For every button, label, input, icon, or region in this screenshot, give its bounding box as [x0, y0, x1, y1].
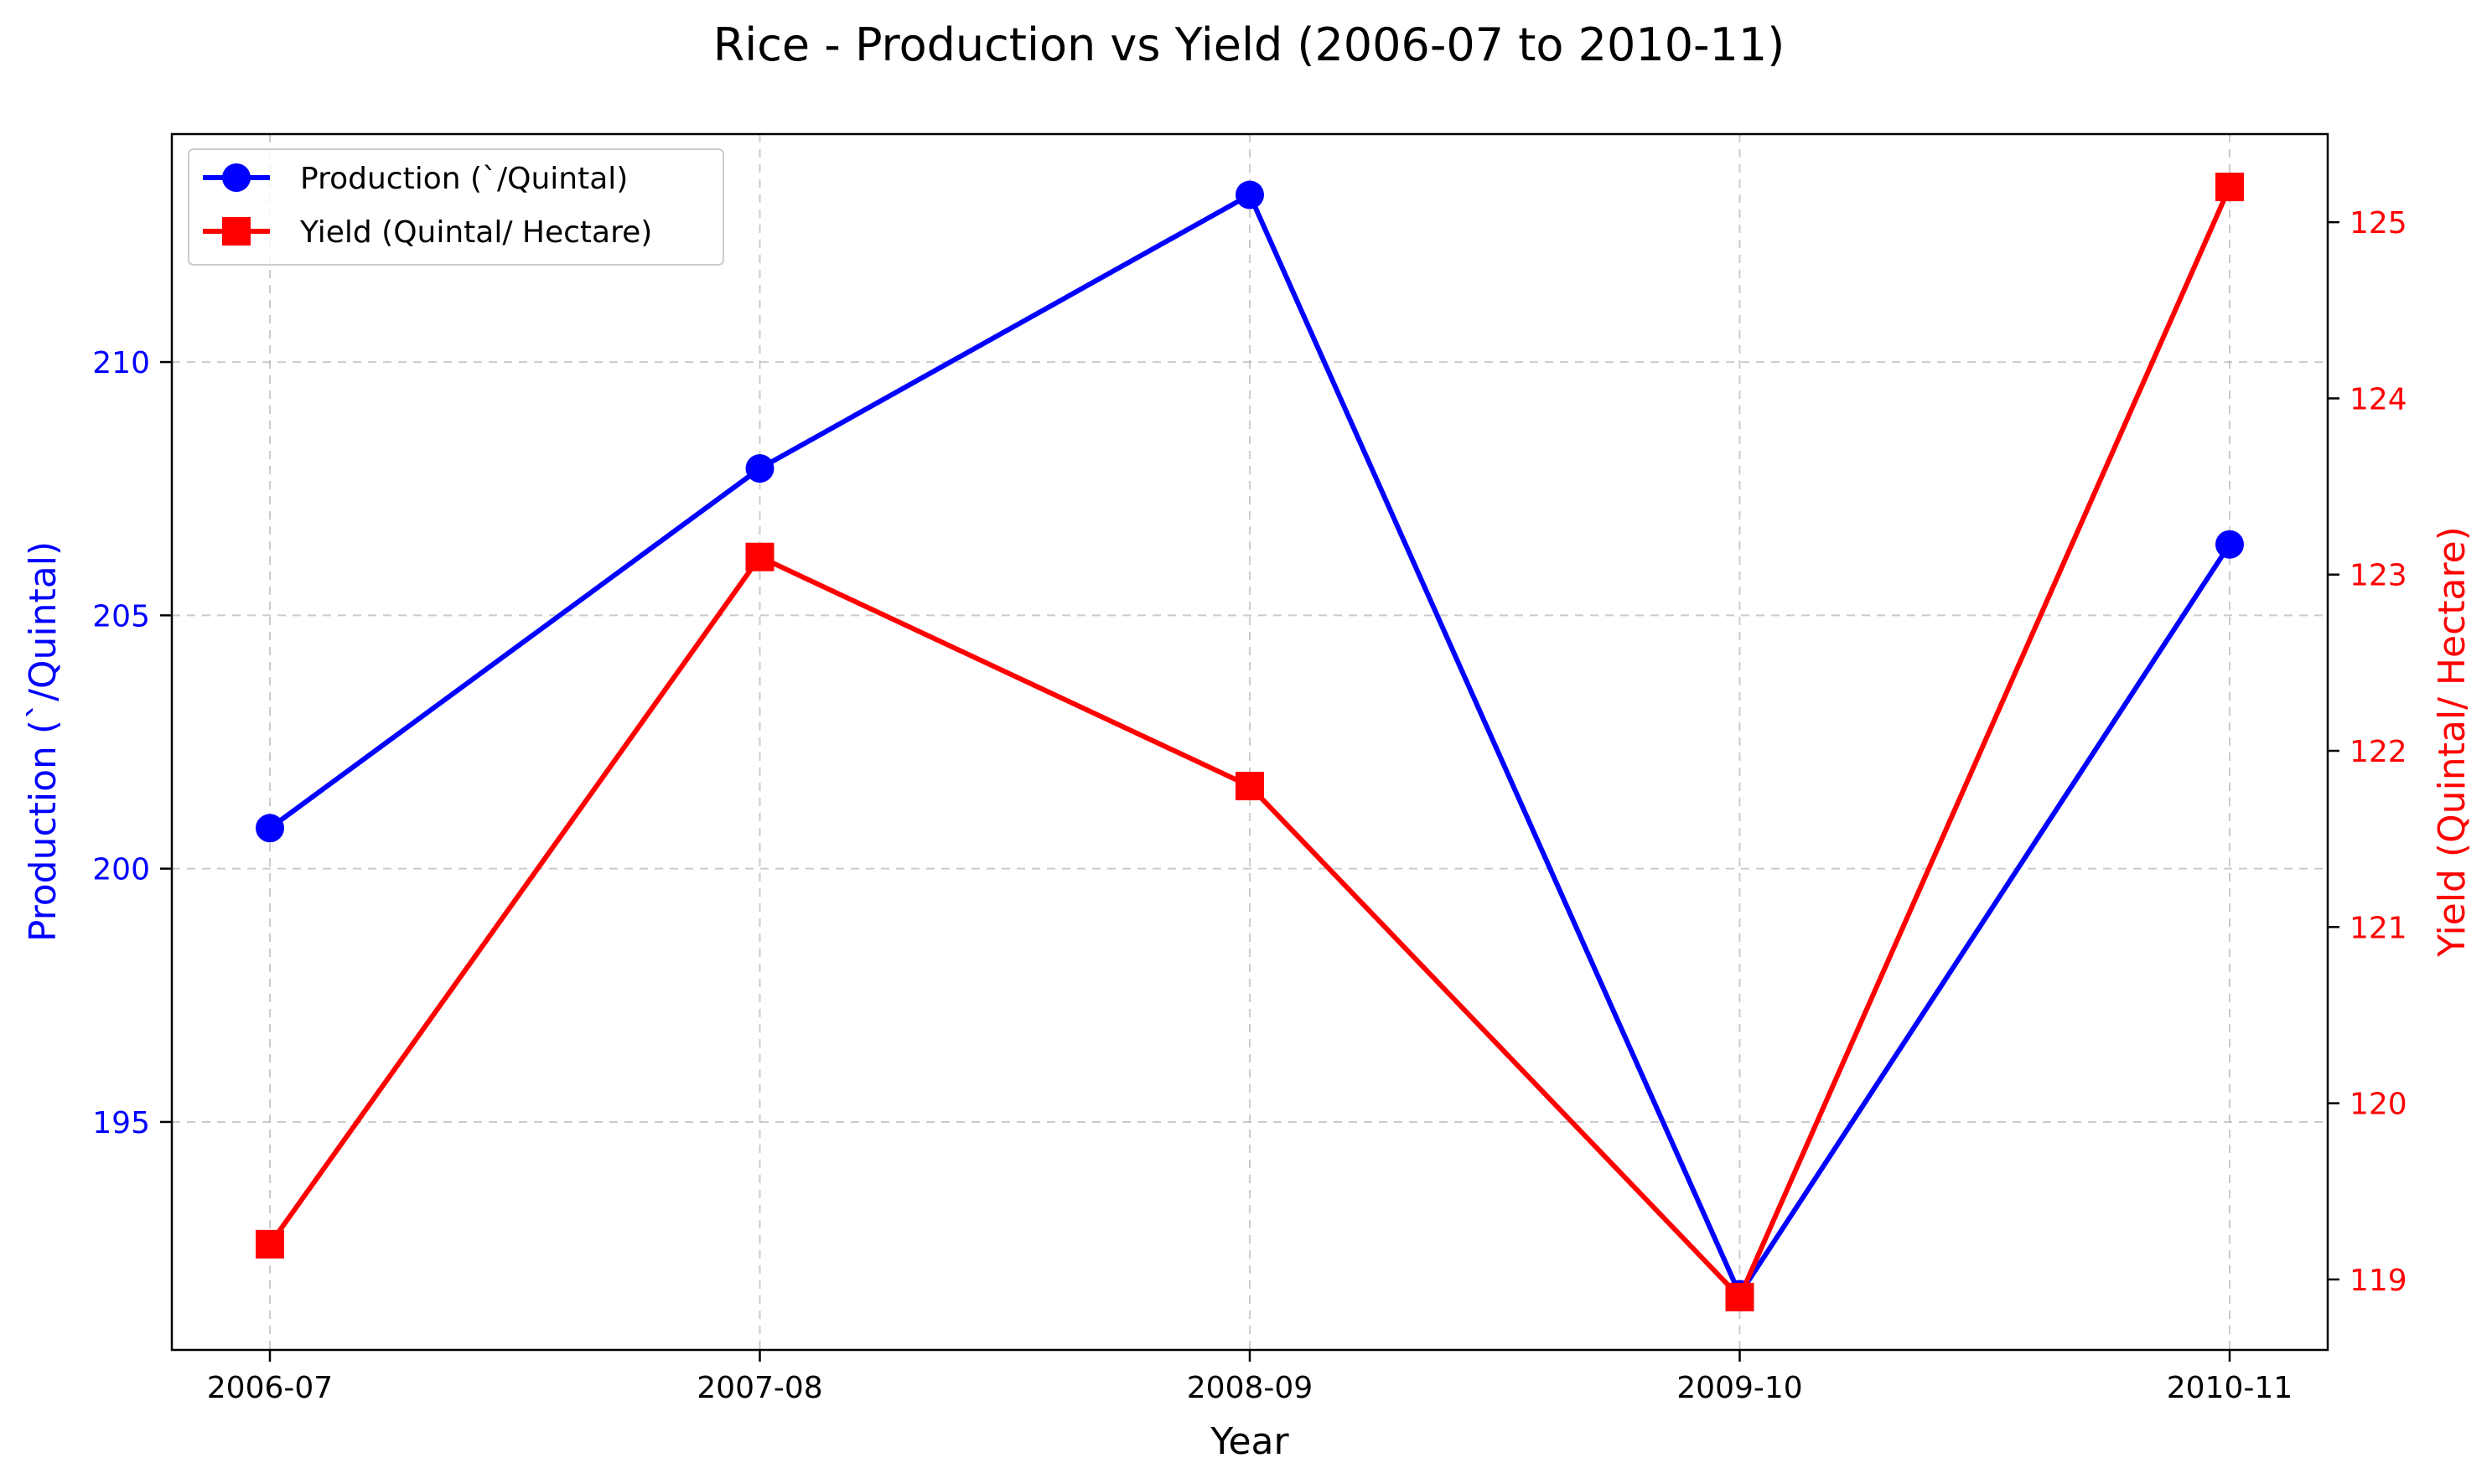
- legend-item: Yield (Quintal/ Hectare): [203, 215, 652, 250]
- x-tick-label: 2008-09: [1187, 1371, 1313, 1405]
- data-point: [745, 542, 775, 571]
- grid-lines: [172, 134, 2328, 1350]
- x-tick-label: 2007-08: [697, 1371, 822, 1405]
- chart-title: Rice - Production vs Yield (2006-07 to 2…: [713, 18, 1785, 71]
- data-point: [1236, 772, 1264, 801]
- data-point: [2215, 530, 2244, 559]
- y-left-tick-label: 210: [92, 346, 150, 380]
- series-yield: [256, 173, 2244, 1311]
- legend: Production (`/Quintal) Yield (Quintal/ He…: [188, 148, 724, 266]
- y-right-tick-label: 122: [2350, 735, 2407, 769]
- legend-label: Production (`/Quintal): [300, 162, 628, 196]
- y-right-tick-label: 120: [2350, 1088, 2407, 1122]
- data-point: [256, 814, 284, 843]
- legend-marker: [222, 163, 251, 192]
- y-axis-right: 119 120 121 122 123 124 125: [2328, 206, 2407, 1298]
- y-axis-right-label: Yield (Quintal/ Hectare): [2431, 526, 2474, 958]
- x-tick-label: 2006-07: [207, 1371, 333, 1405]
- legend-label: Yield (Quintal/ Hectare): [299, 215, 652, 250]
- data-point: [745, 454, 775, 483]
- y-axis-left: 195 200 205 210: [92, 346, 172, 1140]
- x-axis: 2006-07 2007-08 2008-09 2009-10 2010-11: [207, 1350, 2293, 1405]
- legend-box: [188, 148, 724, 266]
- y-right-tick-label: 121: [2350, 911, 2407, 945]
- y-left-tick-label: 200: [92, 853, 150, 887]
- x-axis-label: Year: [1210, 1420, 1289, 1463]
- legend-item: Production (`/Quintal): [203, 162, 628, 196]
- y-left-tick-label: 205: [92, 599, 150, 633]
- y-right-tick-label: 125: [2350, 206, 2407, 240]
- data-point: [256, 1229, 284, 1259]
- x-tick-label: 2009-10: [1676, 1371, 1802, 1405]
- legend-marker: [222, 217, 251, 246]
- data-point: [1725, 1282, 1754, 1311]
- y-right-tick-label: 119: [2350, 1264, 2407, 1298]
- data-point: [2215, 173, 2244, 202]
- data-point: [1236, 180, 1264, 209]
- x-tick-label: 2010-11: [2167, 1371, 2293, 1405]
- y-right-tick-label: 123: [2350, 559, 2407, 593]
- y-right-tick-label: 124: [2350, 382, 2407, 416]
- y-left-tick-label: 195: [92, 1106, 150, 1140]
- series-layer: [256, 173, 2244, 1311]
- y-axis-left-label: Production (`/Quintal): [22, 541, 65, 942]
